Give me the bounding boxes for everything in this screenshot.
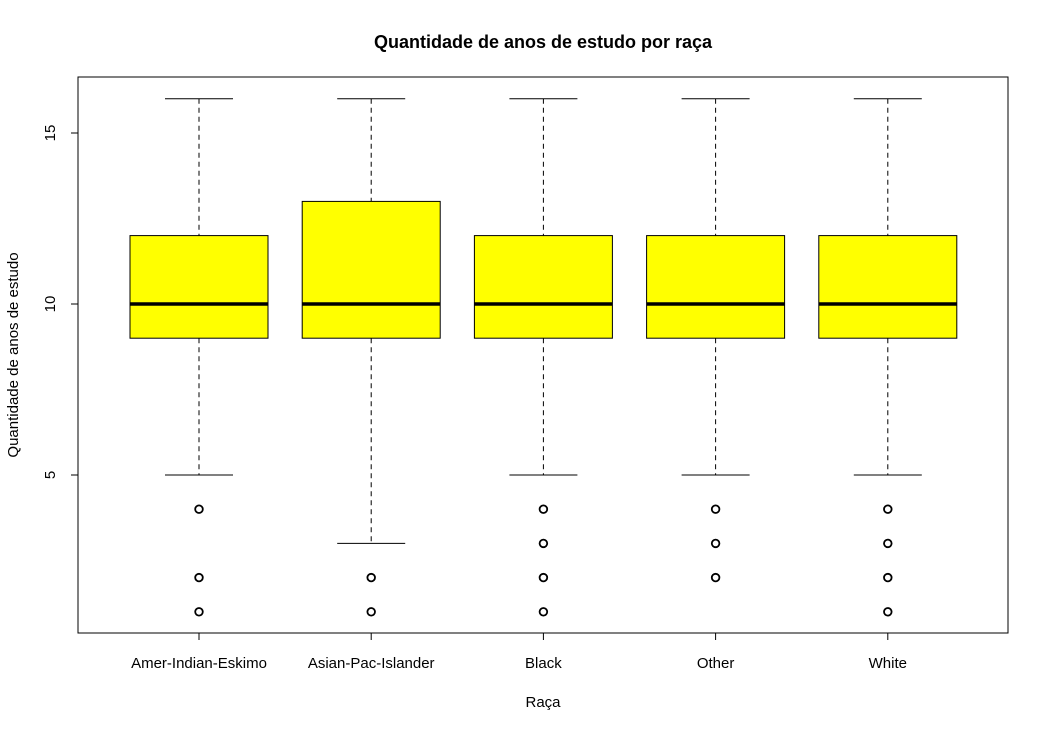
outlier-point	[538, 538, 549, 549]
box-iqr	[129, 235, 269, 339]
outlier-point	[194, 504, 204, 514]
outlier-point	[710, 572, 721, 583]
x-tick-label: Amer-Indian-Eskimo	[131, 655, 267, 672]
y-tick-label: 5	[42, 471, 59, 479]
y-axis-label: Quantidade de anos de estudo	[5, 252, 22, 457]
outlier-point	[710, 538, 721, 549]
box-iqr	[473, 235, 613, 339]
box-iqr	[301, 200, 441, 339]
box-iqr	[646, 235, 786, 339]
outlier-point	[538, 607, 549, 617]
plot-frame	[77, 76, 1009, 634]
box-iqr	[818, 235, 958, 339]
y-tick-label: 15	[42, 125, 59, 142]
x-tick-label: Asian-Pac-Islander	[308, 655, 435, 672]
chart-title: Quantidade de anos de estudo por raça	[374, 32, 713, 52]
outlier-point	[883, 607, 893, 617]
outlier-point	[883, 538, 893, 549]
x-axis-label: Raça	[525, 694, 561, 711]
x-tick-label: White	[869, 655, 907, 672]
x-tick-label: Black	[525, 655, 562, 672]
outlier-point	[194, 607, 204, 617]
outlier-point	[538, 504, 549, 514]
outlier-point	[883, 504, 893, 514]
outlier-point	[538, 572, 549, 583]
plot-area: 5 10 15 Amer-Indian-Eskimo Asian-Pac-Islande…	[42, 98, 958, 672]
x-tick-label: Other	[697, 655, 735, 672]
y-tick-label: 10	[42, 296, 59, 313]
outlier-point	[194, 572, 204, 583]
outlier-point	[366, 572, 376, 583]
outlier-point	[366, 607, 376, 617]
outlier-point	[883, 572, 893, 583]
outlier-point	[710, 504, 721, 514]
